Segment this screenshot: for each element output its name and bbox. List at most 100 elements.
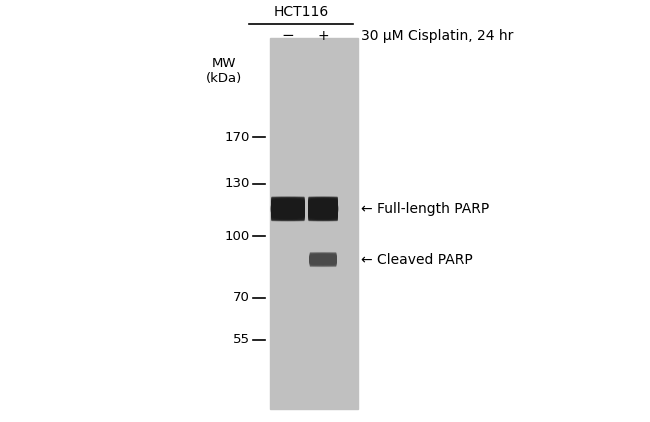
Ellipse shape — [309, 259, 337, 260]
Ellipse shape — [308, 211, 338, 212]
Ellipse shape — [309, 255, 337, 256]
Ellipse shape — [271, 215, 305, 216]
Ellipse shape — [308, 212, 338, 213]
Ellipse shape — [309, 217, 337, 218]
Ellipse shape — [308, 210, 338, 211]
Ellipse shape — [309, 259, 337, 260]
Ellipse shape — [309, 216, 337, 217]
Ellipse shape — [272, 219, 304, 220]
Ellipse shape — [271, 214, 305, 215]
Ellipse shape — [308, 209, 338, 210]
Text: +: + — [317, 29, 329, 43]
Ellipse shape — [309, 263, 337, 264]
Ellipse shape — [271, 214, 305, 215]
Ellipse shape — [309, 218, 337, 219]
Ellipse shape — [310, 253, 336, 254]
Ellipse shape — [308, 209, 338, 210]
Ellipse shape — [271, 211, 305, 212]
Ellipse shape — [309, 262, 337, 263]
Ellipse shape — [310, 265, 336, 266]
Ellipse shape — [272, 217, 304, 218]
Ellipse shape — [308, 205, 338, 206]
Ellipse shape — [309, 218, 337, 219]
Ellipse shape — [271, 200, 305, 201]
Text: 100: 100 — [225, 230, 250, 243]
Ellipse shape — [271, 207, 305, 208]
Ellipse shape — [308, 203, 338, 204]
Ellipse shape — [271, 202, 305, 203]
Ellipse shape — [271, 201, 305, 202]
Ellipse shape — [272, 217, 304, 218]
Ellipse shape — [308, 206, 338, 207]
Ellipse shape — [309, 197, 337, 198]
Ellipse shape — [271, 212, 305, 213]
Ellipse shape — [271, 204, 305, 205]
Ellipse shape — [271, 214, 305, 215]
Ellipse shape — [309, 198, 337, 199]
Text: MW
(kDa): MW (kDa) — [206, 57, 242, 85]
Ellipse shape — [309, 262, 337, 263]
Ellipse shape — [271, 209, 305, 210]
Ellipse shape — [309, 258, 337, 259]
Ellipse shape — [272, 219, 304, 220]
Ellipse shape — [271, 202, 305, 203]
Ellipse shape — [310, 264, 336, 265]
Text: ← Cleaved PARP: ← Cleaved PARP — [361, 252, 473, 267]
Ellipse shape — [310, 255, 336, 256]
Ellipse shape — [308, 209, 338, 210]
Ellipse shape — [309, 260, 337, 261]
Text: 55: 55 — [233, 333, 250, 346]
Ellipse shape — [308, 202, 338, 203]
Ellipse shape — [272, 220, 304, 221]
Ellipse shape — [309, 219, 337, 220]
Ellipse shape — [310, 255, 336, 256]
Text: 30 μM Cisplatin, 24 hr: 30 μM Cisplatin, 24 hr — [361, 29, 513, 43]
Ellipse shape — [308, 214, 338, 215]
Ellipse shape — [271, 207, 305, 208]
Ellipse shape — [308, 202, 338, 203]
Ellipse shape — [309, 201, 337, 202]
Ellipse shape — [308, 212, 338, 213]
Ellipse shape — [271, 216, 305, 217]
Ellipse shape — [309, 218, 337, 219]
Ellipse shape — [309, 260, 337, 261]
Ellipse shape — [309, 201, 337, 202]
Ellipse shape — [271, 215, 305, 216]
Ellipse shape — [308, 207, 338, 208]
Ellipse shape — [309, 258, 337, 259]
Ellipse shape — [271, 208, 305, 209]
Ellipse shape — [272, 197, 304, 198]
Ellipse shape — [308, 205, 338, 206]
Ellipse shape — [309, 261, 337, 262]
Text: ← Full-length PARP: ← Full-length PARP — [361, 202, 489, 216]
Ellipse shape — [309, 257, 337, 258]
Ellipse shape — [271, 212, 305, 213]
Ellipse shape — [271, 205, 305, 206]
Ellipse shape — [271, 216, 305, 217]
Ellipse shape — [309, 216, 337, 217]
Ellipse shape — [308, 207, 338, 208]
Ellipse shape — [309, 217, 337, 218]
Ellipse shape — [308, 206, 338, 207]
Text: 170: 170 — [225, 131, 250, 143]
Text: −: − — [281, 28, 294, 43]
Ellipse shape — [308, 214, 338, 215]
Ellipse shape — [271, 201, 305, 202]
Ellipse shape — [308, 213, 338, 214]
Ellipse shape — [271, 205, 305, 206]
Ellipse shape — [310, 264, 336, 265]
Ellipse shape — [310, 265, 336, 266]
Ellipse shape — [309, 261, 337, 262]
Ellipse shape — [271, 213, 305, 214]
Ellipse shape — [309, 256, 337, 257]
Ellipse shape — [309, 197, 337, 198]
Ellipse shape — [272, 198, 304, 199]
Text: 130: 130 — [225, 177, 250, 190]
Ellipse shape — [308, 213, 338, 214]
Ellipse shape — [271, 210, 305, 211]
Ellipse shape — [271, 211, 305, 212]
Ellipse shape — [271, 210, 305, 211]
Ellipse shape — [271, 215, 305, 216]
Ellipse shape — [309, 261, 337, 262]
Ellipse shape — [271, 203, 305, 204]
